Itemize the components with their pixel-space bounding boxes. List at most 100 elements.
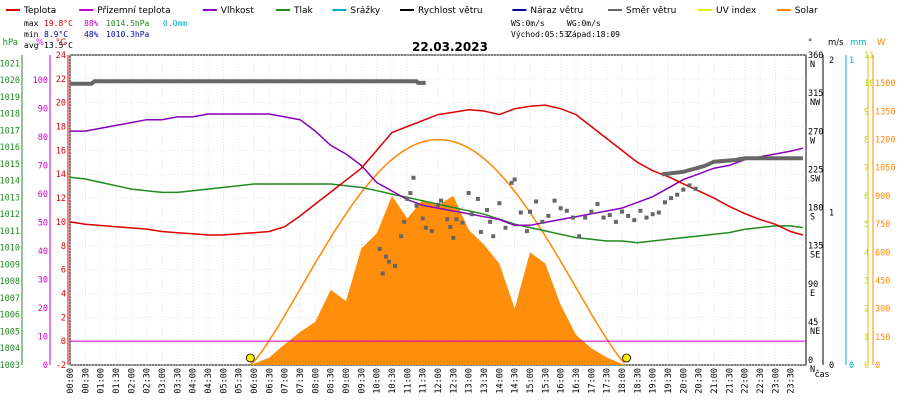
wind-direction-point <box>509 180 514 185</box>
tick-humidity: 100 <box>33 76 48 86</box>
tick-temp: 16 <box>56 146 66 156</box>
wind-direction-point <box>445 217 450 222</box>
wind-direction-point <box>460 220 465 225</box>
solar-series <box>249 138 626 366</box>
legend-label: Vlhkost <box>221 6 254 16</box>
tick-temp: 18 <box>56 123 66 133</box>
tick-time: 18:00 <box>618 368 628 394</box>
tick-time: 06:00 <box>250 368 260 394</box>
tick-temp: 2 <box>61 313 66 323</box>
tick-time: 04:30 <box>204 368 214 394</box>
wind-direction-line <box>70 79 426 86</box>
tick-time: 07:30 <box>296 368 306 394</box>
stat-max-hum: 88% <box>84 19 99 28</box>
wind-direction-point <box>466 191 471 196</box>
wind-direction-point <box>632 218 637 223</box>
wind-direction-point <box>377 246 382 251</box>
wind-direction-point <box>607 213 612 218</box>
wind-direction-point <box>546 213 551 218</box>
tick-temp: 6 <box>61 266 66 276</box>
stat-max-label: max <box>24 19 39 28</box>
wind-direction-point <box>662 200 667 205</box>
tick-time: 16:00 <box>557 368 567 394</box>
tick-solar: 600 <box>875 248 890 258</box>
tick-pressure: 1004 <box>0 344 20 354</box>
tick-solar: 0 <box>875 361 880 371</box>
stat-wg: WG:0m/s <box>567 19 601 28</box>
tick-humidity: 0 <box>43 361 48 371</box>
tick-time: 22:30 <box>756 368 766 394</box>
wind-direction-point <box>669 196 674 201</box>
stat-min-label: min <box>24 30 39 39</box>
tick-temp: 20 <box>56 99 66 109</box>
tick-wind-dir: S <box>810 213 815 223</box>
solar-theoretical-curve <box>249 138 626 366</box>
tick-wind-speed: 2 <box>829 56 834 66</box>
stats-block: max 19.8°C 88% 1014.5hPa 0.0mm min 8.9°C 48% 101… <box>24 19 620 50</box>
tick-time: 19:00 <box>649 368 659 394</box>
tick-time: 12:30 <box>449 368 459 394</box>
tick-time: 00:30 <box>81 368 91 394</box>
tick-uv: 7 <box>864 164 869 174</box>
stat-sunset: Západ:18:09 <box>567 30 620 39</box>
wind-direction-point <box>638 208 643 213</box>
wind-direction-point <box>656 210 661 215</box>
tick-pressure: 1018 <box>0 110 20 120</box>
tick-time: 18:30 <box>633 368 643 394</box>
wind-direction-point <box>552 198 557 203</box>
solar-area <box>250 195 626 365</box>
tick-pressure: 1010 <box>0 244 20 254</box>
axis-title-hpa: hPa <box>3 38 18 48</box>
tick-wind-deg: 0 <box>808 356 813 366</box>
wind-direction-point <box>540 219 545 224</box>
wind-direction-point <box>570 215 575 220</box>
tick-solar: 450 <box>875 276 890 286</box>
tick-time: 09:30 <box>357 368 367 394</box>
stat-max-temp: 19.8°C <box>44 19 73 28</box>
tick-wind-deg: 360 <box>808 51 823 61</box>
tick-uv: 9 <box>864 107 869 117</box>
tick-time: 23:30 <box>787 368 797 394</box>
tick-time: 14:00 <box>495 368 505 394</box>
tick-wind-dir: N <box>810 60 815 70</box>
tick-time: 13:00 <box>465 368 475 394</box>
tick-wind-speed: 1 <box>829 209 834 219</box>
tick-time: 10:00 <box>373 368 383 394</box>
tick-uv: 2 <box>864 305 869 315</box>
tick-time: 21:00 <box>710 368 720 394</box>
wind-direction-point <box>478 229 483 234</box>
wind-direction-point <box>528 209 532 214</box>
stat-sunrise: Východ:05:53 <box>511 30 569 39</box>
tick-wind-deg: 315 <box>808 89 823 99</box>
legend-label: Přízemní teplota <box>97 6 170 16</box>
axis-title-ms: m/s <box>828 38 844 48</box>
tick-pressure: 1015 <box>0 160 20 170</box>
tick-time: 15:30 <box>541 368 551 394</box>
tick-humidity: 50 <box>38 218 48 228</box>
tick-uv: 10 <box>864 79 874 89</box>
tick-wind-deg: 180 <box>808 204 823 214</box>
tick-pressure: 1012 <box>0 210 20 220</box>
tick-wind-dir: NE <box>810 327 820 337</box>
wind-direction-point <box>423 225 428 230</box>
tick-time: 11:30 <box>419 368 429 394</box>
tick-humidity: 70 <box>38 161 48 171</box>
tick-uv: 8 <box>864 136 869 146</box>
tick-temp: 12 <box>56 194 66 204</box>
tick-time: 03:00 <box>158 368 168 394</box>
wind-direction-point <box>518 210 523 215</box>
tick-time: 03:30 <box>173 368 183 394</box>
wind-direction-point <box>595 202 600 207</box>
tick-pressure: 1016 <box>0 143 20 153</box>
tick-time: 21:30 <box>725 368 735 394</box>
tick-time: 04:00 <box>189 368 199 394</box>
legend-label: Srážky <box>350 6 381 16</box>
tick-temp: 8 <box>61 242 66 252</box>
wind-direction-point <box>681 187 686 192</box>
tick-wind-deg: 45 <box>808 318 818 328</box>
wind-direction-point <box>589 209 594 214</box>
tick-time: 05:00 <box>219 368 229 394</box>
tick-wind-deg: 225 <box>808 165 823 175</box>
tick-time: 14:30 <box>511 368 521 394</box>
tick-humidity: 10 <box>38 332 48 342</box>
